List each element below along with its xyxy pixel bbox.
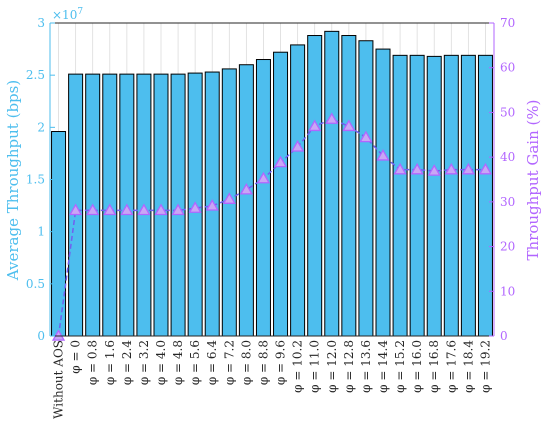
y-right-tick-label: 10: [500, 284, 515, 298]
y-right-tick-label: 0: [500, 329, 508, 343]
gain-point: [120, 203, 134, 216]
gain-point: [137, 203, 151, 216]
gain-point: [256, 171, 271, 184]
y-right-axis-label: Throughput Gain (%): [524, 100, 542, 261]
y-right-tick-label: 40: [500, 150, 515, 164]
x-tick-label: φ = 13.6: [359, 340, 373, 393]
x-tick-label: φ = 8.8: [256, 340, 270, 385]
x-tick-label: φ = 14.4: [376, 340, 390, 393]
x-tick-label: φ = 16.8: [427, 340, 441, 393]
y-left-axis-label: Average Throughput (bps): [4, 80, 22, 281]
bar: [443, 54, 459, 337]
bar: [324, 30, 340, 337]
gain-point: [222, 192, 236, 204]
gain-point: [103, 203, 117, 216]
gain-point: [273, 155, 288, 168]
bar: [375, 48, 391, 337]
x-tick-label: φ = 18.4: [461, 340, 475, 393]
gain-point: [86, 203, 100, 216]
bar: [409, 54, 425, 337]
y-left-tick-label: 3: [37, 16, 45, 30]
gain-series: [51, 112, 493, 341]
bar: [477, 54, 493, 337]
gain-point: [154, 203, 168, 216]
y-right-tick-label: 60: [500, 61, 515, 75]
x-tick-label: φ = 6.4: [205, 340, 219, 386]
x-tick-label: φ = 4.0: [154, 340, 168, 385]
bar-series: [51, 30, 493, 337]
bar: [358, 40, 374, 337]
y-right-tick-label: 20: [500, 240, 515, 254]
gain-point: [188, 201, 202, 213]
bar: [426, 55, 442, 337]
x-tick-label: φ = 17.6: [444, 340, 458, 393]
gain-point: [239, 182, 253, 195]
y-left-multiplier: ×107: [52, 7, 83, 22]
gain-point: [444, 162, 458, 175]
bar: [255, 59, 271, 337]
bar: [273, 51, 289, 337]
bar: [392, 54, 408, 337]
x-tick-label: φ = 1.6: [103, 340, 117, 385]
bar: [290, 44, 306, 337]
gain-point: [342, 119, 356, 132]
gain-point: [51, 329, 66, 341]
y-right-tick-label: 50: [500, 105, 515, 119]
gain-point: [171, 203, 185, 216]
gain-point: [393, 162, 407, 175]
bar: [341, 35, 357, 337]
y-left-tick-label: 0.5: [26, 277, 45, 291]
x-tick-label: φ = 2.4: [120, 340, 134, 386]
bar: [460, 54, 476, 337]
y-left-tick-label: 2.5: [26, 68, 45, 82]
gain-point: [308, 119, 322, 132]
gain-point: [410, 162, 424, 175]
x-tick-label: φ = 0.8: [86, 340, 100, 385]
gain-point: [325, 112, 339, 124]
x-tick-label: φ = 9.6: [274, 340, 288, 385]
y-left-tick-label: 0: [37, 329, 45, 343]
gain-point: [461, 162, 475, 175]
x-tick-label: φ = 0: [69, 340, 83, 374]
x-tick-label: Without AOS: [52, 340, 66, 419]
gain-point: [427, 164, 441, 176]
gain-point: [376, 148, 390, 161]
y-left-tick-label: 2: [37, 120, 45, 134]
x-tick-label: φ = 8.0: [239, 340, 253, 385]
gain-point: [478, 162, 493, 175]
x-tick-label: φ = 12.0: [325, 340, 339, 393]
x-tick-label: φ = 11.0: [308, 340, 322, 393]
x-tick-label: φ = 12.8: [342, 340, 356, 393]
y-left-tick-label: 1.5: [26, 173, 45, 187]
gain-point: [290, 140, 305, 152]
y-right-tick-label: 30: [500, 195, 515, 209]
x-tick-label: φ = 10.2: [291, 340, 305, 393]
bar: [51, 131, 67, 337]
x-tick-label: φ = 4.8: [171, 340, 185, 385]
x-tick-label: φ = 3.2: [137, 340, 151, 385]
y-left-tick-label: 1: [37, 225, 45, 239]
x-tick-label: φ = 19.2: [478, 340, 492, 393]
x-tick-label: φ = 16.0: [410, 340, 424, 393]
x-tick-label: φ = 7.2: [222, 340, 236, 385]
gain-point: [69, 203, 83, 216]
axes: [49, 22, 495, 337]
bar: [238, 64, 254, 337]
gain-point: [359, 130, 373, 143]
y-right-tick-label: 70: [500, 16, 515, 30]
bar: [307, 35, 323, 337]
gain-point: [205, 199, 219, 211]
x-tick-label: φ = 5.6: [188, 340, 202, 385]
x-tick-label: φ = 15.2: [393, 340, 407, 393]
